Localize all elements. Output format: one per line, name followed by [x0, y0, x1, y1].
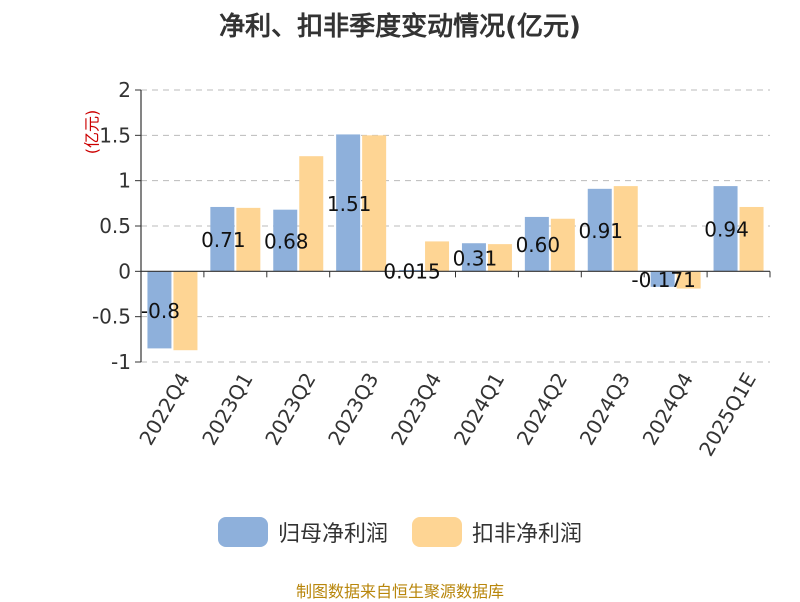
bar-series1	[650, 271, 675, 287]
bar-series2	[676, 271, 701, 289]
x-tick-label: 2024Q4	[638, 369, 698, 450]
data-label: 1.51	[327, 192, 372, 216]
data-label: 0.015	[383, 260, 440, 284]
bar-series2	[613, 186, 638, 272]
bar-series2	[739, 206, 764, 272]
data-label: 0.91	[578, 219, 623, 243]
y-tick-label: 2	[118, 78, 131, 102]
x-tick-label: 2024Q1	[449, 369, 509, 450]
bar-series2	[362, 135, 387, 272]
chart-title: 净利、扣非季度变动情况(亿元)	[219, 12, 581, 42]
x-tick-label: 2022Q4	[134, 369, 194, 450]
bar-series1	[273, 209, 298, 272]
x-tick-label: 2024Q2	[512, 369, 572, 450]
data-label: 0.31	[453, 246, 498, 270]
y-tick-label: 1.5	[99, 123, 131, 147]
bar-series2	[487, 244, 512, 272]
data-source-note: 制图数据来自恒生聚源数据库	[295, 582, 504, 601]
bar-series2	[299, 156, 324, 272]
bar-series1	[713, 186, 738, 272]
bar-series2	[425, 241, 450, 272]
data-label: -0.171	[631, 268, 695, 292]
data-label: 0.94	[704, 218, 749, 242]
bar-series2	[550, 218, 575, 272]
x-tick-label: 2023Q1	[197, 369, 257, 450]
bar-series1	[399, 269, 424, 272]
bar-series2	[236, 207, 261, 272]
bar-series1	[524, 216, 549, 272]
legend-label-series1: 归母净利润	[277, 522, 388, 547]
legend-item-series2[interactable]: 扣非净利润	[412, 516, 582, 548]
x-tick-label: 2023Q4	[386, 369, 446, 450]
legend-swatch-series2	[412, 517, 462, 547]
bar-series1	[336, 134, 361, 272]
legend-item-series1[interactable]: 归母净利润	[217, 516, 388, 548]
legend: 归母净利润 扣非净利润	[0, 516, 800, 548]
y-tick-label: -0.5	[92, 305, 131, 329]
y-tick-label: -1	[111, 350, 131, 374]
y-tick-label: 0	[118, 259, 131, 283]
x-tick-label: 2024Q3	[575, 369, 635, 450]
x-tick-label: 2023Q3	[323, 369, 383, 450]
bar-series1	[587, 188, 612, 272]
x-tick-label: 2023Q2	[260, 369, 320, 450]
legend-swatch-series1	[217, 517, 268, 547]
data-label: 0.60	[516, 233, 561, 257]
y-tick-label: 1	[118, 169, 131, 193]
x-tick-label: 2025Q1E	[694, 369, 761, 461]
data-label: 0.71	[201, 228, 246, 252]
bar-series1	[147, 271, 172, 349]
bar-series1	[461, 243, 486, 272]
y-tick-label: 0.5	[99, 214, 131, 238]
data-label: 0.68	[264, 230, 309, 254]
bar-series2	[173, 271, 198, 351]
legend-label-series2: 扣非净利润	[472, 522, 583, 547]
data-label: -0.8	[141, 299, 180, 323]
bar-series1	[210, 206, 235, 272]
